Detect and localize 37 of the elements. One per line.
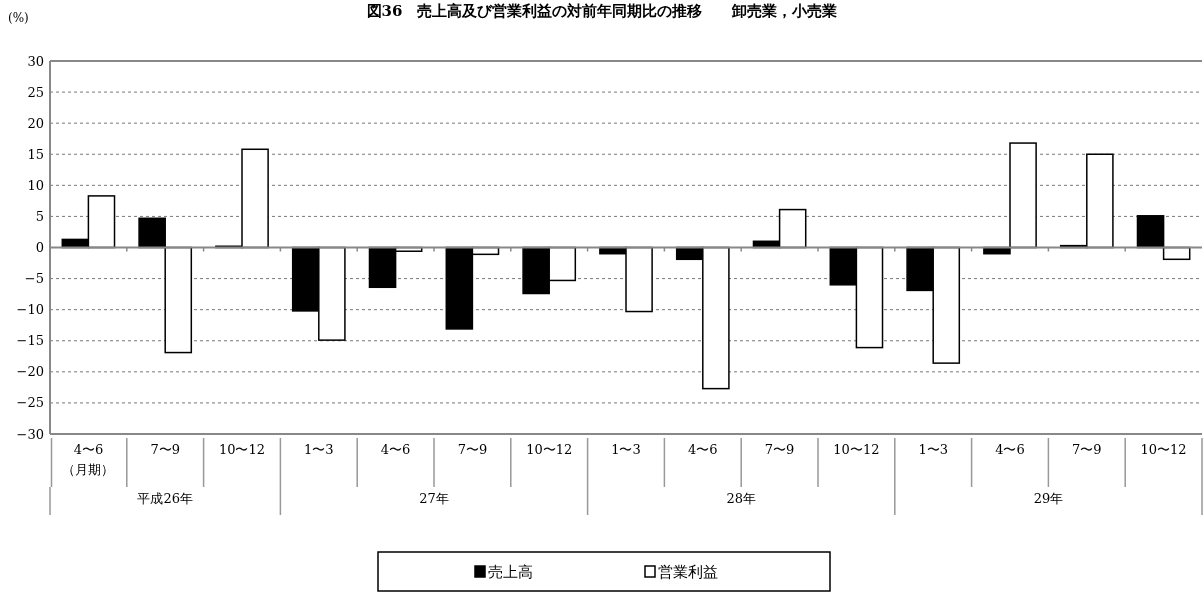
x-tick-label: 1〜3 bbox=[918, 442, 948, 457]
x-tick-label: 7〜9 bbox=[1072, 442, 1102, 457]
x-tick-label: 10〜12 bbox=[1140, 442, 1187, 457]
y-tick-label: 10 bbox=[27, 177, 44, 193]
x-tick-label: 10〜12 bbox=[526, 442, 573, 457]
legend-label: 営業利益 bbox=[658, 563, 718, 581]
y-tick-label: −15 bbox=[16, 333, 44, 349]
text: 平成26年 bbox=[137, 491, 193, 506]
x-tick-label: 1〜3 bbox=[304, 442, 334, 457]
y-axis-title: (%) bbox=[8, 11, 29, 25]
y-tick-label: 5 bbox=[35, 208, 44, 224]
x-tick-label: 7〜9 bbox=[150, 442, 180, 457]
x-tick-label: 4〜6 bbox=[73, 442, 104, 457]
text: 28年 bbox=[726, 491, 756, 506]
x-tick-label: 4〜6 bbox=[380, 442, 411, 457]
x-tick-label: 1〜3 bbox=[611, 442, 641, 457]
y-tick-label: 30 bbox=[27, 53, 44, 69]
y-tick-label: −25 bbox=[16, 395, 44, 411]
y-tick-label: −10 bbox=[16, 302, 44, 318]
legend-label: 売上高 bbox=[488, 563, 533, 581]
y-tick-label: 0 bbox=[35, 240, 44, 255]
y-tick-label: 25 bbox=[27, 84, 44, 100]
y-tick-label: 15 bbox=[27, 146, 44, 162]
y-tick-label: 20 bbox=[27, 115, 44, 131]
x-tick-label: 10〜12 bbox=[833, 442, 880, 457]
x-tick-label: 7〜9 bbox=[457, 442, 488, 457]
y-tick-label: −30 bbox=[16, 426, 44, 442]
x-tick-label: 4〜6 bbox=[995, 442, 1025, 457]
text: 29年 bbox=[1033, 491, 1064, 506]
chart-title: 図36 売上高及び営業利益の対前年同期比の推移 卸売業，小売業 bbox=[366, 2, 838, 20]
x-tick-label: 10〜12 bbox=[218, 442, 266, 457]
x-tick-label: 4〜6 bbox=[688, 442, 718, 457]
y-tick-label: −5 bbox=[24, 271, 44, 287]
text: （月期） bbox=[62, 462, 115, 477]
text: 27年 bbox=[419, 491, 449, 506]
x-tick-label: 7〜9 bbox=[764, 442, 795, 457]
y-tick-label: −20 bbox=[16, 364, 44, 380]
